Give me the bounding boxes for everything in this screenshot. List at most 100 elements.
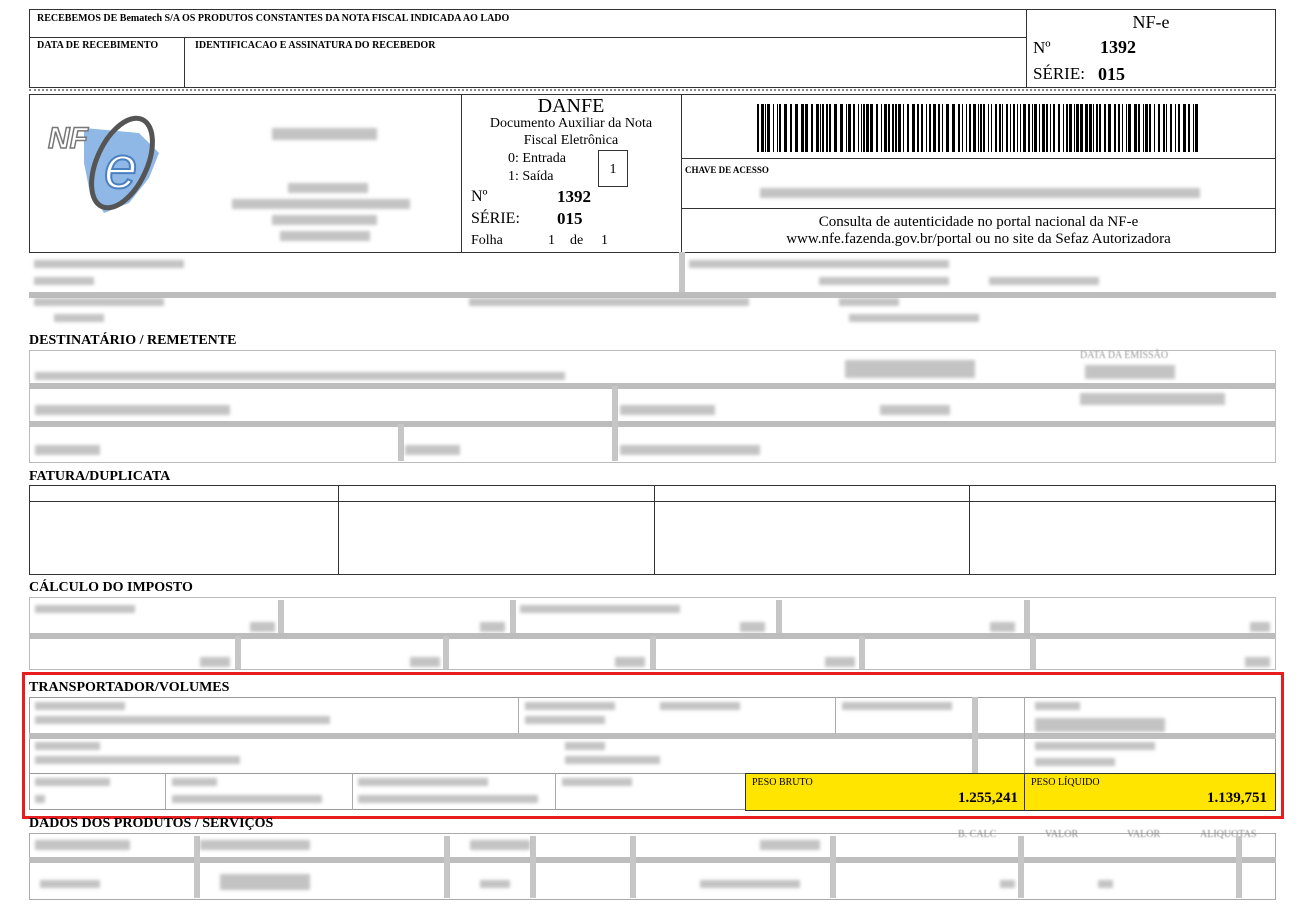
barcode-bar <box>958 104 960 152</box>
barcode-bar <box>921 104 923 152</box>
barcode-bar <box>1188 104 1190 152</box>
barcode-bar <box>946 104 949 152</box>
barcode-bar <box>858 104 859 152</box>
barcode-bar <box>816 104 819 152</box>
barcode-bar <box>1154 104 1155 152</box>
net-weight-label: PESO LÍQUIDO <box>1031 777 1100 788</box>
barcode-bar <box>980 104 982 152</box>
section-transport: TRANSPORTADOR/VOLUMES <box>29 680 230 695</box>
barcode-bar <box>881 104 882 152</box>
barcode-bar <box>1006 104 1008 152</box>
barcode-bar <box>876 104 878 152</box>
danfe-series-label: SÉRIE: <box>471 210 520 227</box>
barcode-bar <box>978 104 979 152</box>
transport-highlight-frame <box>22 672 1284 819</box>
svg-text:e: e <box>104 134 137 201</box>
barcode-bar <box>870 104 873 152</box>
barcode-bar <box>995 104 997 152</box>
barcode-bar <box>1002 104 1003 152</box>
receipt-number-label: Nº <box>1033 38 1051 57</box>
products-table <box>29 833 1276 900</box>
barcode-bar <box>973 104 976 152</box>
page-of: de <box>570 233 584 248</box>
page-number: 1 <box>548 233 555 248</box>
access-key-label: CHAVE DE ACESSO <box>685 165 769 175</box>
barcode-bar <box>1058 104 1060 152</box>
danfe-subtitle-1: Documento Auxiliar da Nota <box>489 116 653 131</box>
barcode-bar <box>966 104 967 152</box>
barcode-bar <box>826 104 828 152</box>
barcode-bar <box>895 104 897 152</box>
barcode-bar <box>938 104 940 152</box>
barcode-bar <box>1063 104 1064 152</box>
receipt-number: 1392 <box>1100 37 1136 57</box>
cut-line <box>29 89 1276 91</box>
barcode-bar <box>988 104 989 152</box>
column-valor-2: VALOR <box>1127 829 1161 840</box>
barcode-bar <box>933 104 936 152</box>
invoice-box <box>29 485 1276 575</box>
barcode-bar <box>811 104 813 152</box>
barcode-bar <box>917 104 919 152</box>
barcode-bar <box>1069 104 1072 152</box>
barcode-bar <box>926 104 927 152</box>
barcode-bar <box>765 104 766 152</box>
barcode-bar <box>1099 104 1101 152</box>
barcode-bar <box>846 104 847 152</box>
barcode-bar <box>777 104 778 152</box>
barcode-bar <box>1010 104 1011 152</box>
barcode-bar <box>1183 104 1186 152</box>
danfe-header-box <box>29 94 1276 253</box>
barcode-bar <box>820 104 821 152</box>
barcode-bar <box>1032 104 1033 152</box>
barcode-bar <box>840 104 843 152</box>
barcode-bar <box>1085 104 1088 152</box>
barcode-bar <box>779 104 781 152</box>
consult-line-2: www.nfe.fazenda.gov.br/portal ou no site… <box>786 231 1171 247</box>
barcode-bar <box>1066 104 1068 152</box>
barcode-bar <box>1178 104 1180 152</box>
barcode-bar <box>822 104 824 152</box>
receipt-series-label: SÉRIE: <box>1033 64 1085 83</box>
receipt-header: RECEBEMOS DE Bematech S/A OS PRODUTOS CO… <box>37 13 510 24</box>
barcode-bar <box>912 104 915 152</box>
barcode-bar <box>1042 104 1045 152</box>
barcode-bar <box>863 104 865 152</box>
barcode-bar <box>1195 104 1198 152</box>
page-label: Folha <box>471 233 503 248</box>
column-bcalc: B. CALC <box>958 829 997 840</box>
section-invoice: FATURA/DUPLICATA <box>29 469 171 484</box>
barcode-bar <box>1134 104 1137 152</box>
barcode-bar <box>790 104 792 152</box>
barcode-bar <box>888 104 890 152</box>
column-aliquotas: ALÍQUOTAS <box>1200 829 1257 840</box>
recipient-box <box>29 350 1276 463</box>
barcode-bar <box>1118 104 1120 152</box>
receipt-date-label: DATA DE RECEBIMENTO <box>37 40 159 51</box>
exit-option: 1: Saída <box>508 169 554 184</box>
section-recipient: DESTINATÁRIO / REMETENTE <box>29 333 237 348</box>
barcode-bar <box>907 104 909 152</box>
section-products: DADOS DOS PRODUTOS / SERVIÇOS <box>29 816 274 831</box>
barcode-bar <box>1108 104 1111 152</box>
danfe-number: 1392 <box>557 187 591 206</box>
gross-weight-label: PESO BRUTO <box>752 777 813 788</box>
barcode-bar <box>884 104 887 152</box>
nfe-label: NF-e <box>1132 12 1170 32</box>
operation-type-box: 1 <box>598 150 628 187</box>
svg-text:NF: NF <box>48 122 89 155</box>
barcode-bar <box>784 104 787 152</box>
consult-line-1: Consulta de autenticidade no portal naci… <box>818 214 1139 230</box>
nfe-logo-icon: e NF <box>47 115 159 213</box>
entry-option: 0: Entrada <box>508 151 566 166</box>
barcode-bar <box>1046 104 1048 152</box>
barcode-bar <box>903 104 904 152</box>
receipt-series: 015 <box>1098 64 1125 84</box>
gross-weight-value: 1.255,241 <box>958 790 1018 806</box>
danfe-series: 015 <box>557 209 583 228</box>
barcode-bar <box>1193 104 1194 152</box>
barcode-bar <box>834 104 837 152</box>
danfe-subtitle-2: Fiscal Eletrônica <box>523 133 619 148</box>
barcode-bar <box>1093 104 1094 152</box>
barcode-bar <box>1039 104 1040 152</box>
